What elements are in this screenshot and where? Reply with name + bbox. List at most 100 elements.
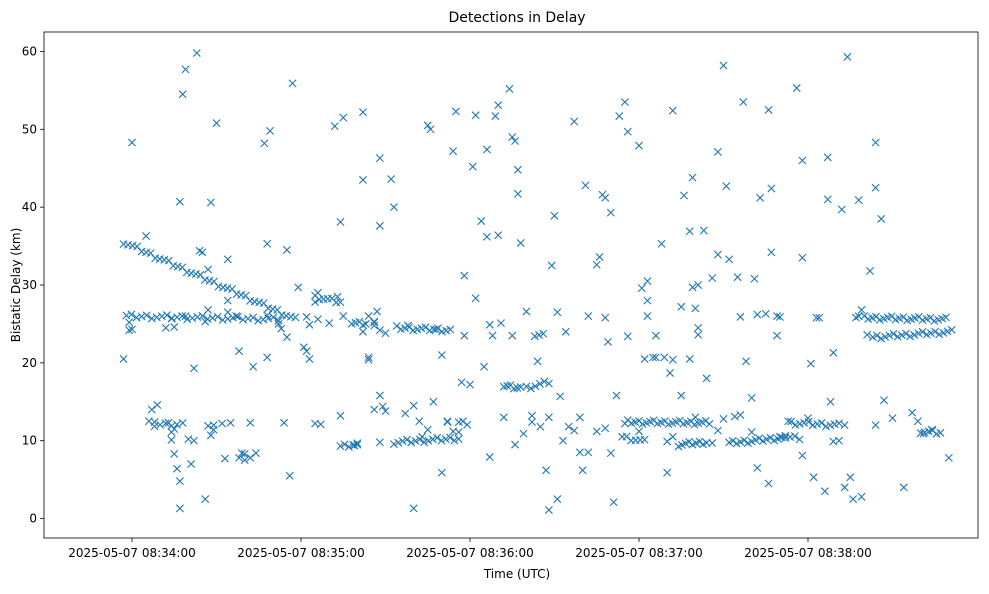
data-point	[488, 331, 497, 340]
data-point	[942, 313, 951, 322]
data-point	[570, 117, 579, 126]
data-point	[274, 319, 283, 328]
data-point	[423, 121, 432, 130]
data-point	[798, 451, 807, 460]
data-point	[446, 325, 455, 334]
data-point	[719, 414, 728, 423]
plot-frame	[43, 31, 979, 539]
data-point	[620, 98, 629, 107]
data-point	[282, 245, 291, 254]
data-point	[218, 419, 227, 428]
data-point	[927, 425, 936, 434]
data-point	[694, 323, 703, 332]
y-tick-label: 50	[22, 122, 37, 136]
data-point	[871, 138, 880, 147]
data-point	[263, 353, 272, 362]
x-tick-label: 2025-05-07 08:36:00	[406, 546, 533, 560]
data-point	[668, 106, 677, 115]
data-point	[460, 331, 469, 340]
data-point	[132, 313, 141, 322]
data-point	[238, 315, 247, 324]
data-point	[454, 434, 463, 443]
data-point	[178, 90, 187, 99]
data-point	[294, 283, 303, 292]
data-point	[881, 332, 890, 341]
data-point	[513, 189, 522, 198]
data-point	[547, 261, 556, 270]
data-point	[931, 327, 940, 336]
data-point	[798, 253, 807, 262]
data-point	[660, 353, 669, 362]
data-point	[505, 84, 514, 93]
data-point	[192, 49, 201, 58]
data-point	[815, 313, 824, 322]
data-point	[212, 119, 221, 128]
data-point	[635, 141, 643, 150]
data-point	[226, 418, 235, 427]
data-point	[809, 473, 818, 482]
data-point	[592, 427, 601, 436]
data-point	[834, 419, 843, 428]
data-point	[305, 320, 314, 329]
y-tick-label: 40	[22, 200, 37, 214]
data-point	[187, 460, 196, 469]
data-point	[480, 362, 489, 371]
data-point	[601, 313, 610, 322]
data-point	[251, 449, 260, 458]
data-point	[908, 408, 917, 417]
data-point	[575, 413, 584, 422]
data-point	[274, 316, 283, 325]
data-point	[411, 436, 420, 445]
data-point	[336, 217, 345, 226]
data-point	[728, 436, 737, 445]
data-point	[404, 321, 413, 330]
data-point	[285, 471, 294, 480]
data-point	[508, 133, 517, 142]
data-point	[719, 61, 728, 70]
data-point	[316, 420, 325, 429]
data-point	[358, 321, 367, 330]
data-point	[373, 307, 382, 316]
data-point	[668, 432, 677, 441]
data-point	[254, 316, 263, 325]
data-point	[325, 319, 334, 328]
data-point	[643, 277, 652, 286]
data-point	[466, 380, 474, 389]
data-point	[592, 260, 601, 269]
data-point	[162, 311, 171, 320]
data-point	[889, 329, 898, 338]
data-point	[446, 433, 455, 442]
data-point	[454, 428, 463, 437]
data-point	[606, 208, 615, 217]
data-point	[392, 321, 401, 330]
data-point	[798, 156, 807, 165]
data-point	[820, 487, 829, 496]
data-point	[463, 420, 472, 429]
data-point	[713, 426, 722, 435]
data-point	[433, 433, 442, 442]
data-point	[125, 326, 134, 335]
data-point	[142, 311, 151, 320]
data-point	[761, 309, 770, 318]
data-point	[651, 353, 660, 362]
data-point	[266, 126, 275, 135]
data-point	[609, 498, 618, 507]
data-point	[208, 313, 217, 322]
data-point	[747, 393, 756, 402]
data-point	[375, 221, 384, 230]
data-point	[556, 392, 565, 401]
data-point	[178, 418, 187, 427]
data-point	[643, 312, 652, 321]
data-point	[601, 193, 610, 202]
data-point	[606, 449, 615, 458]
data-point	[806, 359, 815, 368]
data-point	[773, 312, 782, 321]
data-point	[877, 214, 886, 223]
data-point	[511, 136, 520, 145]
data-point	[291, 313, 300, 322]
x-axis-ticks: 2025-05-07 08:34:00 2025-05-07 08:35:00 20…	[68, 538, 872, 560]
data-point	[922, 330, 931, 339]
data-point	[375, 326, 384, 335]
data-point	[665, 368, 674, 377]
